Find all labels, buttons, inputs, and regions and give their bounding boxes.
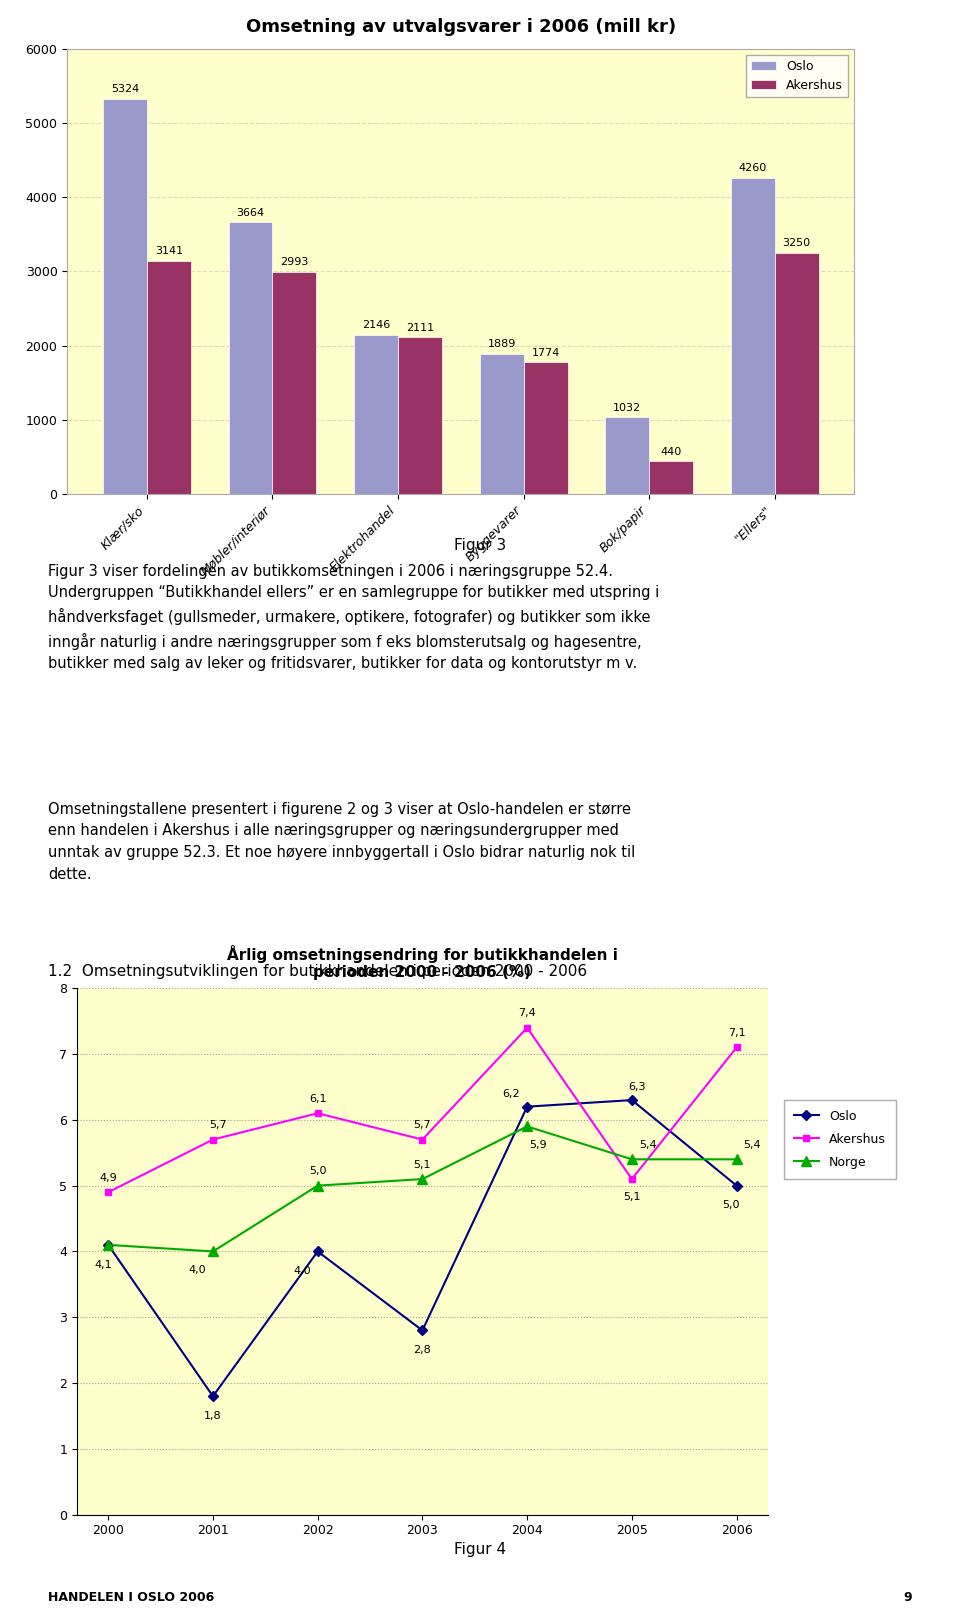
Oslo	[731, 1176, 742, 1196]
Text: 1,8: 1,8	[204, 1411, 222, 1421]
Text: 5,0: 5,0	[723, 1200, 740, 1210]
Text: 5,7: 5,7	[209, 1119, 227, 1131]
Bar	[273, 272, 317, 494]
Text: 7,4: 7,4	[518, 1008, 536, 1019]
Text: 5324: 5324	[110, 84, 139, 94]
Text: Figur 4: Figur 4	[454, 1542, 506, 1557]
Akershus	[312, 1103, 324, 1123]
Title: Omsetning av utvalgsvarer i 2006 (mill kr): Omsetning av utvalgsvarer i 2006 (mill k…	[246, 18, 676, 36]
Oslo	[521, 1097, 533, 1116]
Text: Figur 3: Figur 3	[454, 538, 506, 552]
Line: Norge: Norge	[104, 1121, 741, 1257]
Bar	[103, 99, 147, 494]
Text: Figur 3 viser fordelingen av butikkomsetningen i 2006 i næringsgruppe 52.4.
Unde: Figur 3 viser fordelingen av butikkomset…	[48, 564, 660, 671]
Norge	[521, 1116, 533, 1136]
Akershus	[207, 1129, 219, 1149]
Akershus	[626, 1170, 637, 1189]
Text: 9: 9	[903, 1591, 912, 1604]
Text: 6,1: 6,1	[309, 1094, 326, 1103]
Text: 2146: 2146	[362, 321, 390, 330]
Text: 1032: 1032	[613, 403, 641, 413]
Bar	[354, 335, 398, 494]
Norge	[312, 1176, 324, 1196]
Oslo	[626, 1090, 637, 1110]
Legend: Oslo, Akershus: Oslo, Akershus	[746, 55, 848, 97]
Oslo	[312, 1241, 324, 1260]
Text: 4,1: 4,1	[94, 1260, 111, 1270]
Norge	[417, 1170, 428, 1189]
Text: 3250: 3250	[782, 238, 810, 248]
Bar	[523, 363, 567, 494]
Text: 6,2: 6,2	[503, 1089, 520, 1098]
Oslo	[207, 1387, 219, 1406]
Text: 5,4: 5,4	[743, 1140, 761, 1150]
Text: 5,0: 5,0	[309, 1166, 326, 1176]
Text: 5,1: 5,1	[623, 1192, 640, 1202]
Text: Omsetningstallene presentert i figurene 2 og 3 viser at Oslo-handelen er større
: Omsetningstallene presentert i figurene …	[48, 802, 636, 881]
Text: 4,0: 4,0	[293, 1267, 311, 1277]
Bar	[731, 178, 775, 494]
Bar	[147, 261, 191, 494]
Oslo	[417, 1320, 428, 1340]
Bar	[649, 462, 693, 494]
Text: 440: 440	[660, 447, 682, 457]
Bar	[480, 353, 523, 494]
Text: 3664: 3664	[236, 207, 265, 217]
Text: 1.2  Omsetningsutviklingen for butikkhandelen i perioden 2000 - 2006: 1.2 Omsetningsutviklingen for butikkhand…	[48, 964, 588, 978]
Text: 7,1: 7,1	[728, 1029, 745, 1038]
Text: 5,4: 5,4	[638, 1140, 657, 1150]
Oslo	[103, 1234, 114, 1254]
Text: 6,3: 6,3	[629, 1082, 646, 1092]
Akershus	[521, 1017, 533, 1037]
Line: Oslo: Oslo	[105, 1097, 740, 1400]
Text: 5,1: 5,1	[414, 1160, 431, 1170]
Akershus	[731, 1038, 742, 1058]
Title: Årlig omsetningsendring for butikkhandelen i
perioden 2000 - 2006 (%): Årlig omsetningsendring for butikkhandel…	[227, 944, 618, 980]
Norge	[626, 1150, 637, 1170]
Text: 1889: 1889	[488, 339, 516, 350]
Bar	[228, 222, 273, 494]
Text: 2,8: 2,8	[414, 1345, 431, 1356]
Text: 5,7: 5,7	[414, 1119, 431, 1131]
Bar	[775, 253, 819, 494]
Text: 4,9: 4,9	[99, 1173, 117, 1183]
Text: 2111: 2111	[406, 322, 434, 332]
Line: Akershus: Akershus	[105, 1024, 740, 1196]
Legend: Oslo, Akershus, Norge: Oslo, Akershus, Norge	[784, 1100, 896, 1179]
Norge	[207, 1241, 219, 1260]
Text: 2993: 2993	[280, 258, 308, 267]
Text: 3141: 3141	[155, 246, 183, 256]
Text: HANDELEN I OSLO 2006: HANDELEN I OSLO 2006	[48, 1591, 214, 1604]
Bar	[398, 337, 442, 494]
Text: 4,0: 4,0	[188, 1265, 206, 1275]
Akershus	[417, 1129, 428, 1149]
Akershus	[103, 1183, 114, 1202]
Norge	[731, 1150, 742, 1170]
Text: 5,9: 5,9	[529, 1140, 546, 1150]
Text: 1774: 1774	[531, 348, 560, 358]
Text: 4260: 4260	[738, 164, 767, 173]
Norge	[103, 1234, 114, 1254]
Bar	[605, 418, 649, 494]
